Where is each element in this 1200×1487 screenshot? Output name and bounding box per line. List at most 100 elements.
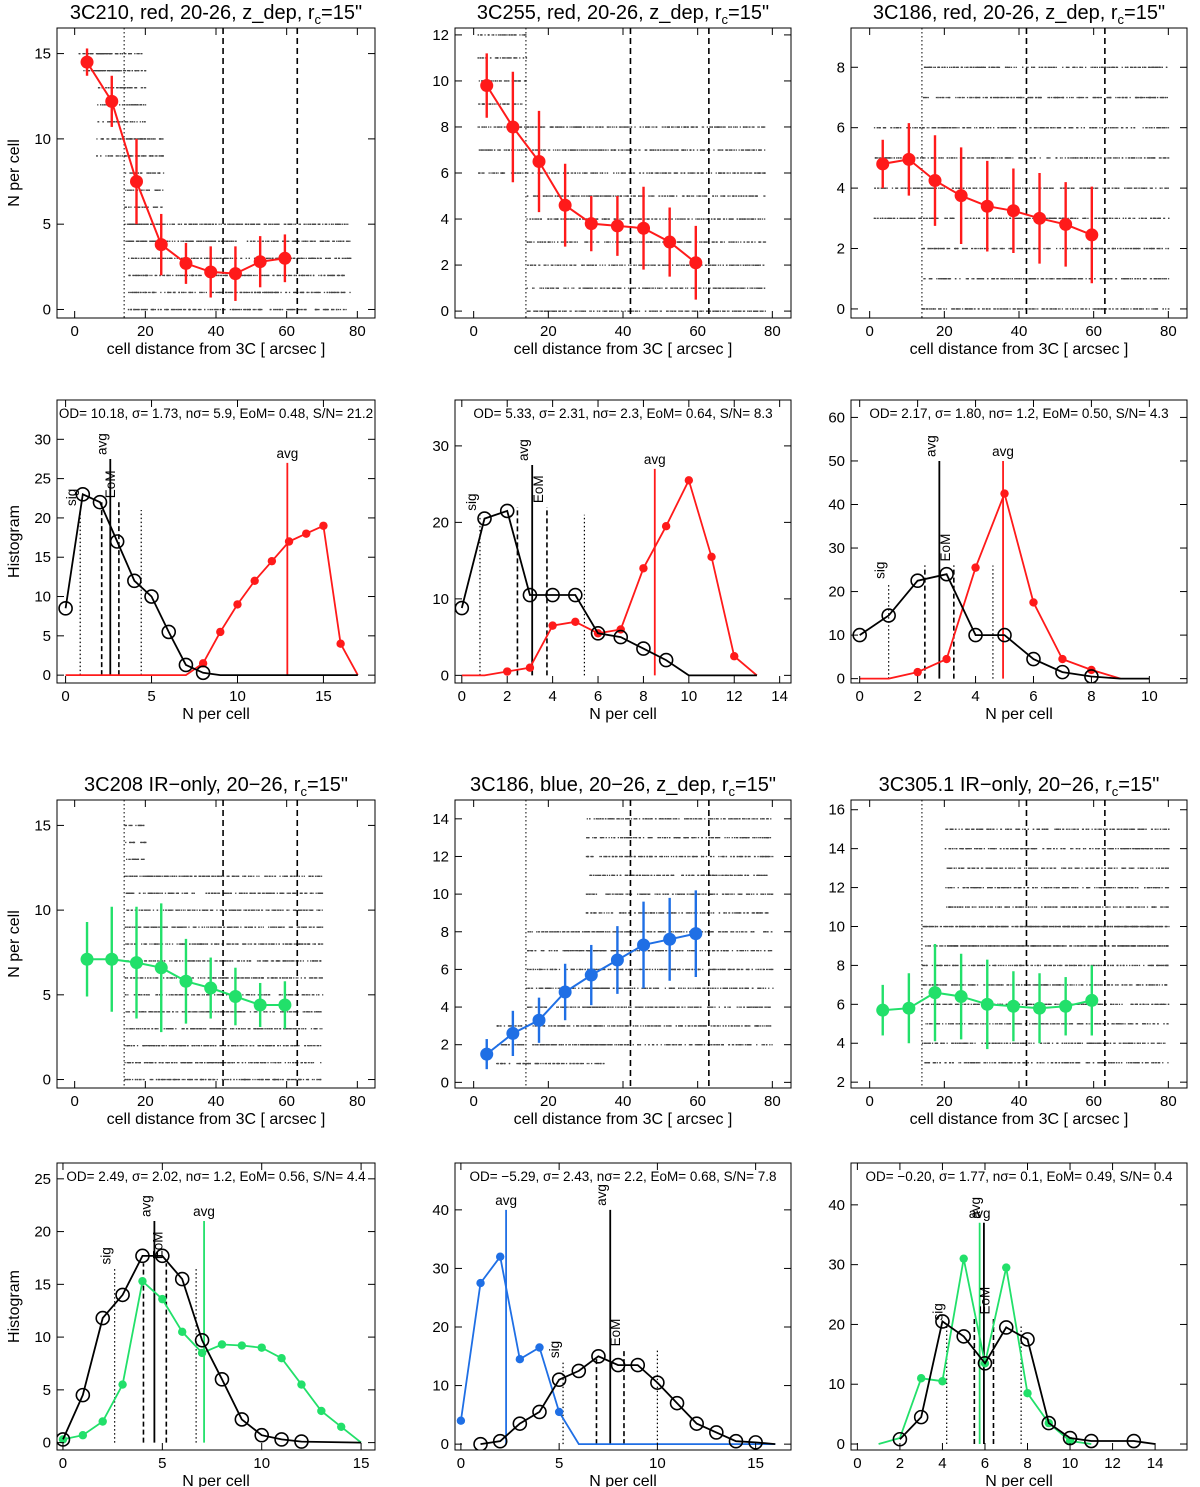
- scatter-dot: [339, 240, 342, 242]
- scatter-dot: [318, 291, 320, 294]
- scatter-dot: [1045, 308, 1048, 310]
- scatter-dot: [631, 149, 633, 151]
- scatter-dot: [713, 241, 715, 243]
- scatter-dot: [521, 34, 523, 36]
- scatter-dot: [137, 138, 139, 140]
- scatter-dot: [347, 223, 349, 225]
- scatter-dot: [102, 138, 104, 140]
- scatter-dot: [550, 310, 552, 312]
- scatter-dot: [303, 257, 305, 259]
- scatter-dot: [117, 155, 119, 157]
- scatter-dot: [660, 310, 662, 312]
- scatter-dot: [175, 274, 177, 277]
- scatter-dot: [1063, 278, 1065, 280]
- scatter-dot: [129, 138, 131, 140]
- scatter-dot: [701, 195, 703, 197]
- scatter-dot: [126, 240, 128, 242]
- scatter-dot: [700, 310, 703, 312]
- scatter-dot: [1028, 308, 1030, 310]
- scatter-dot: [159, 189, 161, 191]
- scatter-dot: [276, 223, 278, 225]
- scatter-dot: [526, 195, 528, 197]
- scatter-dot: [737, 264, 739, 266]
- scatter-dot: [622, 218, 625, 220]
- scatter-dot: [230, 291, 232, 294]
- scatter-dot: [735, 149, 737, 151]
- scatter-dot: [706, 310, 708, 312]
- scatter-dot: [607, 126, 609, 128]
- scatter-dot: [514, 149, 516, 151]
- scatter-dot: [603, 195, 605, 197]
- scatter-dot: [576, 195, 578, 197]
- scatter-dot: [659, 218, 661, 220]
- scatter-dot: [653, 149, 655, 151]
- scatter-dot: [623, 126, 626, 128]
- scatter-dot: [755, 310, 758, 312]
- scatter-dot: [84, 53, 86, 55]
- scatter-dot: [651, 310, 654, 312]
- scatter-dot: [335, 291, 337, 294]
- scatter-dot: [582, 264, 584, 266]
- scatter-dot: [730, 241, 732, 243]
- scatter-dot: [300, 257, 302, 259]
- scatter-dot: [695, 126, 697, 128]
- scatter-dot: [305, 308, 307, 311]
- scatter-dot: [294, 223, 297, 225]
- scatter-dot: [189, 223, 192, 225]
- scatter-dot: [144, 308, 146, 311]
- scatter-dot: [1079, 278, 1081, 280]
- scatter-dot: [553, 172, 555, 174]
- scatter-dot: [1059, 308, 1061, 310]
- scatter-dot: [481, 80, 483, 82]
- scatter-dot: [1167, 308, 1169, 310]
- scatter-dot: [186, 240, 188, 242]
- scatter-dot: [740, 172, 742, 174]
- scatter-dot: [342, 308, 345, 311]
- scatter-dot: [188, 223, 190, 225]
- scatter-dot: [303, 223, 305, 225]
- scatter-dot: [129, 189, 132, 191]
- scatter-dot: [717, 287, 719, 289]
- scatter-dot: [977, 278, 979, 280]
- scatter-dot: [542, 195, 545, 197]
- scatter-dot: [978, 308, 980, 310]
- scatter-dot: [949, 278, 952, 280]
- scatter-dot: [223, 223, 226, 225]
- scatter-dot: [516, 80, 518, 82]
- scatter-dot: [1155, 308, 1157, 310]
- scatter-dot: [208, 240, 210, 242]
- scatter-dot: [202, 223, 204, 225]
- scatter-dot: [261, 274, 263, 277]
- scatter-dot: [140, 274, 142, 277]
- scatter-dot: [479, 172, 481, 174]
- scatter-dot: [539, 172, 541, 174]
- scatter-dot: [585, 149, 587, 151]
- x-tick-label: 80: [349, 323, 366, 340]
- scatter-dot: [176, 308, 178, 311]
- scatter-dot: [496, 57, 498, 59]
- scatter-dot: [624, 149, 626, 151]
- scatter-dot: [885, 157, 887, 159]
- scatter-dot: [521, 149, 523, 151]
- x-tick-label: 20: [137, 323, 154, 340]
- scatter-dot: [621, 264, 624, 266]
- scatter-dot: [728, 264, 731, 266]
- scatter-dot: [757, 126, 759, 128]
- scatter-dot: [508, 57, 510, 59]
- scatter-dot: [658, 195, 660, 197]
- scatter-dot: [895, 127, 897, 129]
- scatter-dot: [487, 34, 490, 36]
- scatter-dot: [505, 34, 507, 36]
- scatter-dot: [1110, 278, 1112, 280]
- scatter-dot: [148, 155, 151, 157]
- scatter-dot: [299, 308, 301, 311]
- scatter-dot: [985, 308, 987, 310]
- scatter-dot: [1156, 308, 1158, 310]
- scatter-dot: [343, 274, 345, 277]
- scatter-dot: [124, 53, 126, 55]
- scatter-dot: [926, 217, 928, 219]
- mean-point: [637, 221, 651, 235]
- scatter-dot: [200, 240, 202, 242]
- scatter-dot: [534, 126, 536, 128]
- scatter-dot: [311, 223, 313, 225]
